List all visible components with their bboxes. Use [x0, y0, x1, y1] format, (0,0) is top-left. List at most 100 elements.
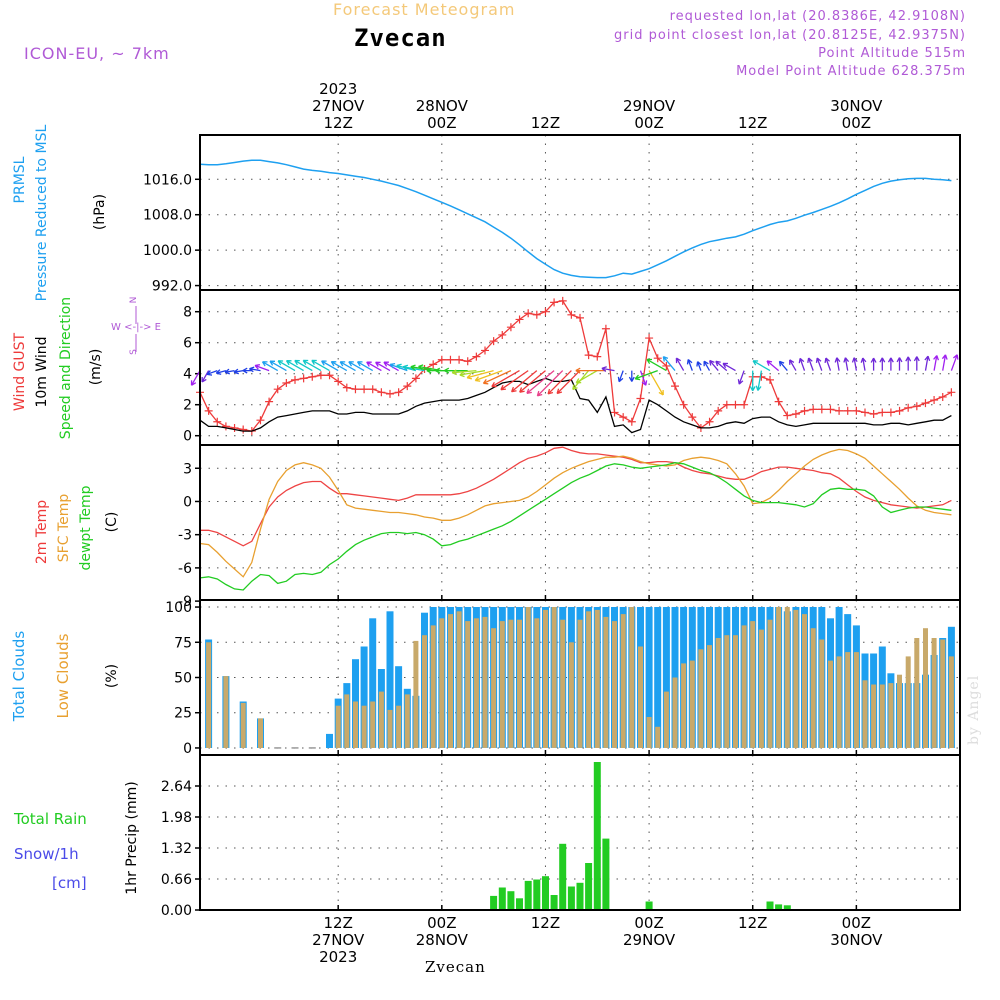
- low-cloud-bar: [724, 635, 730, 748]
- gust-marker: [636, 394, 645, 403]
- wind-arrow: [924, 355, 931, 371]
- low-cloud-bar: [672, 677, 678, 748]
- wind-arrow: [834, 357, 841, 371]
- gust-marker: [584, 351, 593, 360]
- chart-title: Forecast Meteogram: [333, 0, 516, 19]
- low-cloud-bar: [344, 694, 350, 748]
- wind-arrow: [482, 370, 512, 385]
- gust-marker: [671, 382, 679, 391]
- low-cloud-bar: [655, 726, 661, 748]
- gust-marker: [895, 406, 904, 415]
- wind-arrow: [601, 366, 615, 373]
- precip-bar: [524, 880, 532, 910]
- wind-gust-label: Wind GUST: [12, 332, 28, 411]
- wind-arrow: [879, 357, 886, 371]
- snow-unit-label: [cm]: [52, 874, 87, 892]
- precip-bar: [490, 895, 498, 910]
- gust-marker: [351, 385, 360, 394]
- pressure-ytick-label: 1008.0: [143, 208, 192, 224]
- low-cloud-bar: [836, 656, 842, 748]
- bottom-time-label: 2023: [319, 948, 357, 966]
- wind-arrow: [870, 357, 877, 371]
- wind-arrow: [646, 358, 667, 372]
- gust-marker: [437, 355, 446, 364]
- top-time-label: 30NOV: [830, 97, 883, 115]
- wind-10m-label: 10m Wind: [34, 336, 50, 407]
- precip-bar: [533, 879, 541, 910]
- wind-arrow: [190, 370, 201, 386]
- gust-marker: [481, 346, 489, 355]
- gust-marker: [403, 382, 412, 391]
- total-cloud-bar: [645, 607, 653, 748]
- precip-bar: [783, 905, 791, 910]
- precip-bar: [585, 863, 593, 910]
- low-cloud-bar: [776, 607, 782, 748]
- precip-bar: [576, 882, 584, 910]
- pressure-line: [199, 159, 952, 279]
- wind-arrow: [311, 359, 330, 372]
- gust-marker: [429, 360, 438, 369]
- gust-marker: [558, 296, 567, 305]
- low-cloud-bar: [819, 639, 825, 748]
- wind-arrow: [556, 370, 581, 395]
- temperature-panel: -9 -6 -3 0 3: [178, 444, 961, 610]
- wind10m-line: [199, 377, 952, 434]
- low-cloud-bar: [923, 628, 928, 748]
- low-cloud-bar: [646, 717, 652, 748]
- low-cloud-bar: [681, 663, 687, 748]
- wind-arrow: [233, 368, 244, 375]
- gust-marker: [912, 402, 921, 411]
- gust-marker: [662, 361, 671, 370]
- wind-arrow: [648, 370, 664, 396]
- gust-marker: [239, 425, 248, 434]
- wind-arrow: [547, 370, 572, 395]
- precip-ytick-label: 0.00: [161, 903, 192, 919]
- low-cloud-bar: [353, 701, 358, 748]
- gust-marker: [740, 400, 749, 409]
- wind-arrow: [348, 361, 365, 372]
- low-cloud-bar: [879, 684, 885, 748]
- pressure-label-short: PRMSL: [12, 156, 28, 203]
- location-title: Zvecan: [354, 24, 447, 52]
- wind-arrow: [896, 357, 903, 371]
- low-cloud-bar: [577, 619, 583, 748]
- precip-frame: [199, 754, 961, 911]
- gust-marker: [809, 405, 818, 414]
- bottom-time-label: 12Z: [738, 914, 767, 932]
- low-cloud-bar: [663, 691, 669, 748]
- wind-frame: [199, 289, 961, 446]
- total-cloud-bar: [662, 607, 670, 748]
- gust-marker: [774, 397, 783, 406]
- wind-arrow: [294, 359, 313, 372]
- wind-arrow: [722, 362, 736, 372]
- temp-2m-label: 2m Temp: [34, 500, 50, 564]
- gust-marker: [567, 310, 576, 319]
- wind-arrow: [686, 359, 693, 371]
- low-cloud-bar: [517, 619, 522, 748]
- low-cloud-bar: [871, 684, 877, 748]
- temp-dewpt-label: dewpt Temp: [78, 485, 94, 570]
- wind-arrow: [330, 360, 348, 372]
- top-time-label: 00Z: [842, 114, 871, 132]
- precip-bar: [516, 898, 523, 910]
- wind-arrow: [510, 370, 538, 393]
- gust-marker: [904, 403, 913, 412]
- gust-marker: [783, 411, 792, 420]
- low-cloud-bar: [568, 642, 574, 748]
- low-cloud-bar: [638, 646, 643, 748]
- gust-marker: [550, 298, 559, 307]
- low-cloud-bar: [750, 621, 756, 748]
- wind-arrow: [356, 361, 374, 372]
- bottom-time-label: 27NOV: [312, 931, 365, 949]
- precip-bar: [766, 901, 774, 910]
- gust-marker: [627, 417, 636, 426]
- gust-marker: [489, 337, 498, 346]
- gust-marker: [282, 379, 291, 387]
- low-cloud-bar: [335, 705, 341, 748]
- bottom-time-label: 30NOV: [830, 931, 883, 949]
- wind-arrow: [526, 370, 555, 395]
- wind-arrow: [269, 360, 287, 372]
- low-cloud-bar: [741, 625, 747, 748]
- top-time-label: 2023: [319, 80, 357, 98]
- gust-marker: [308, 372, 317, 381]
